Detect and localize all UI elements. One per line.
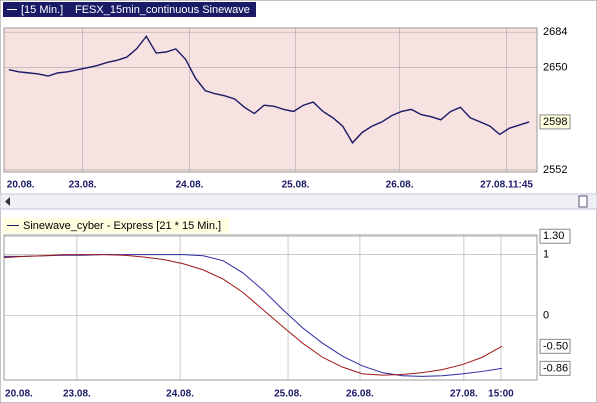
y-tick-label: 2552	[543, 164, 567, 176]
last-value-label: -0.50	[543, 340, 568, 352]
y-tick-label: 0	[543, 310, 549, 322]
x-tick-label: 24.08.	[166, 389, 194, 400]
value-box	[539, 228, 571, 244]
value-box	[539, 360, 571, 376]
x-tick-label: 26.08.	[386, 180, 414, 191]
series-line	[4, 254, 503, 377]
legend-text: FESX_15min_continuous Sinewave	[75, 4, 250, 16]
plot-area	[3, 27, 538, 173]
x-tick-label: 23.08.	[69, 180, 97, 191]
x-tick-label: 23.08.	[63, 389, 91, 400]
series-line	[3, 254, 503, 376]
series-line	[8, 35, 530, 144]
x-tick-label: 25.08.	[274, 389, 302, 400]
y-tick-label: 1	[543, 248, 549, 260]
x-tick-label: 27.08.	[450, 389, 478, 400]
x-tick-label: 27.08.11:45	[480, 180, 533, 191]
legend-text: [15 Min.]	[21, 4, 63, 16]
y-tick-label: 2684	[543, 26, 567, 38]
scroll-left[interactable]	[5, 197, 10, 206]
legend-box	[3, 2, 256, 17]
y-tick-label: 2650	[543, 62, 567, 74]
x-tick-label: 24.08.	[176, 180, 204, 191]
last-value-label: 2598	[543, 116, 567, 128]
x-tick-label: 15:00	[488, 389, 514, 400]
x-tick-label: 26.08.	[346, 389, 374, 400]
legend-text: Sinewave_cyber - Express [21 * 15 Min.]	[23, 220, 221, 232]
value-box	[539, 338, 571, 354]
scrollbar[interactable]	[0, 193, 597, 210]
x-tick-label: 20.08.	[7, 180, 35, 191]
legend-box	[3, 218, 229, 233]
value-box	[539, 114, 571, 130]
x-tick-label: 25.08.	[282, 180, 310, 191]
x-tick-label: 20.08.	[5, 389, 33, 400]
plot-area	[3, 234, 538, 381]
last-value-label: -0.86	[543, 362, 568, 374]
scroll-thumb[interactable]	[578, 195, 588, 208]
y-tick-label: 1.30	[543, 230, 564, 242]
